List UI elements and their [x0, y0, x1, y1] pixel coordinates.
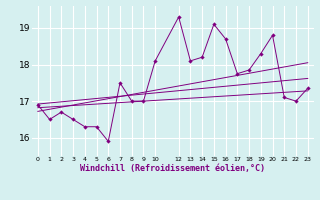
X-axis label: Windchill (Refroidissement éolien,°C): Windchill (Refroidissement éolien,°C) [80, 164, 265, 173]
